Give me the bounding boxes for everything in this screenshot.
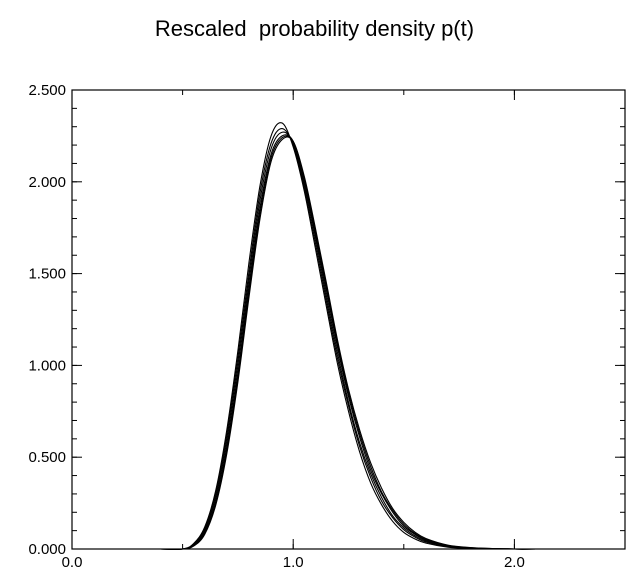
y-tick-label: 0.000 — [28, 541, 66, 558]
y-tick-label: 2.500 — [28, 82, 66, 99]
series-line-4 — [116, 134, 537, 550]
series-line-6 — [116, 136, 537, 550]
tick-marks — [71, 89, 626, 550]
series-line-2 — [116, 128, 537, 550]
series-line-3 — [116, 131, 537, 550]
y-tick-label: 2.000 — [28, 174, 66, 191]
tick-labels: 0.000 0.500 1.000 1.500 2.000 2.500 0.0 1.0 2.0 — [28, 82, 524, 571]
x-tick-label: 2.0 — [504, 554, 525, 571]
chart-title: Rescaled probability density p(t) — [154, 16, 475, 41]
series-line-5 — [116, 135, 537, 550]
series-group — [116, 122, 537, 550]
x-tick-label: 1.0 — [283, 554, 304, 571]
plot-frame — [71, 89, 626, 550]
y-tick-label: 1.000 — [28, 357, 66, 374]
y-tick-label: 1.500 — [28, 266, 66, 283]
x-tick-label: 0.0 — [62, 554, 83, 571]
y-tick-label: 0.500 — [28, 449, 66, 466]
series-line-1 — [116, 122, 537, 550]
